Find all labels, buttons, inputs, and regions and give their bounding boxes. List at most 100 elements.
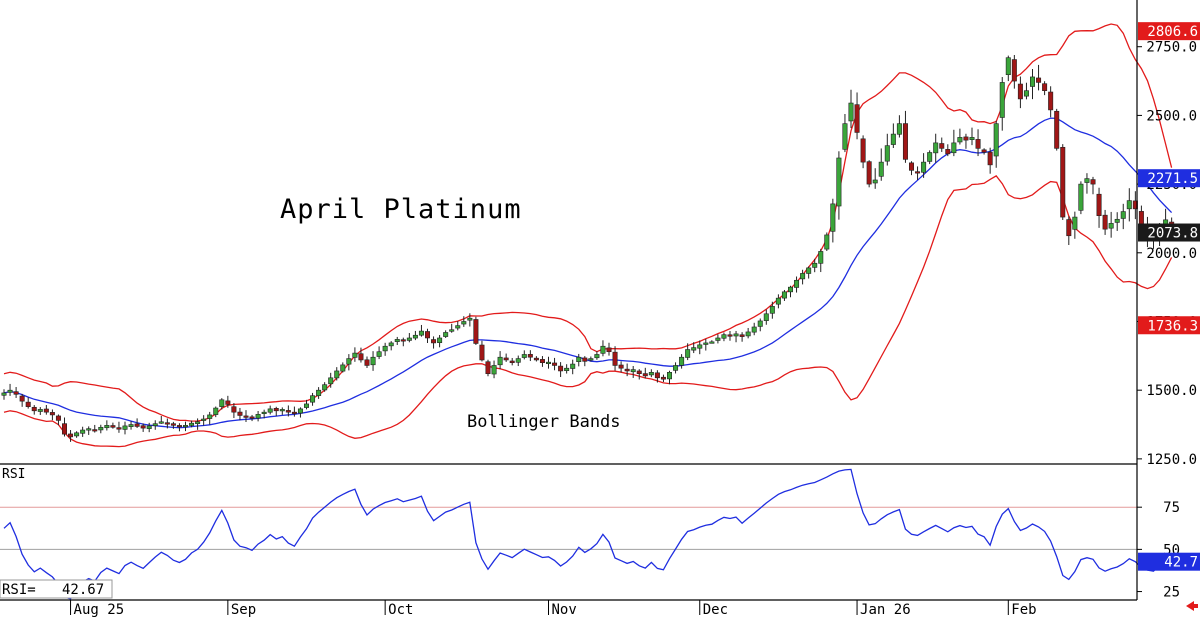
candle-body (80, 429, 86, 434)
candle-body (1066, 219, 1072, 237)
candle-body (1102, 214, 1108, 230)
candle-body (842, 123, 848, 150)
candle (1042, 81, 1048, 96)
price-marker-box (1138, 223, 1200, 242)
candle-body (890, 133, 896, 145)
scroll-arrow-icon[interactable] (1186, 601, 1198, 611)
x-tick-label: Nov (552, 602, 577, 618)
candle-body (721, 334, 727, 339)
rsi-line (3, 468, 1172, 600)
candle (558, 362, 564, 378)
candle-body (297, 408, 303, 414)
candle (509, 357, 515, 366)
candle (539, 356, 545, 367)
candle-body (745, 331, 751, 337)
candle (588, 356, 594, 362)
candle (164, 418, 170, 429)
candle (1060, 144, 1066, 220)
candle-body (521, 354, 527, 358)
candle (830, 198, 836, 243)
rsi-marker-label: 42.7 (1164, 555, 1198, 571)
candle (969, 127, 975, 146)
candle (533, 356, 539, 362)
candle (255, 410, 261, 422)
candle-body (794, 279, 800, 288)
candle (812, 258, 818, 273)
candle (800, 269, 806, 285)
candle-body (975, 139, 981, 149)
candle-body (25, 401, 31, 407)
candle-body (461, 321, 467, 325)
candle-body (291, 411, 297, 414)
candle (552, 357, 558, 371)
candle-body (945, 149, 951, 155)
candle-body (618, 364, 624, 369)
candle-body (255, 414, 261, 419)
candle-body (243, 415, 249, 418)
candle-body (921, 161, 927, 173)
y-tick-label: 1500.0 (1146, 383, 1197, 399)
candle (231, 403, 237, 419)
candle (1023, 82, 1029, 100)
rsi-marker: 42.7 (1138, 552, 1200, 571)
candle (721, 332, 727, 342)
candle (467, 313, 473, 327)
candle-body (382, 345, 388, 352)
candle (751, 322, 757, 336)
candle-body (310, 395, 316, 403)
candle-body (860, 138, 866, 163)
candle (1078, 181, 1084, 215)
candle-body (769, 306, 775, 314)
y-tick-label: 2000.0 (1146, 246, 1197, 262)
candle-body (703, 342, 709, 345)
candle-body (509, 360, 515, 364)
candle (485, 359, 491, 377)
candle (527, 350, 533, 362)
candle-body (443, 332, 449, 337)
candle (1030, 69, 1036, 100)
candle-body (37, 409, 43, 412)
candle (352, 347, 358, 362)
candle (794, 276, 800, 293)
candle (866, 160, 872, 188)
candle-body (757, 320, 763, 327)
candle (769, 301, 775, 319)
candle (933, 133, 939, 163)
candle-body (328, 377, 334, 385)
candle-body (939, 143, 945, 149)
candle (249, 414, 255, 422)
candle-body (1023, 90, 1029, 97)
candle (86, 426, 92, 435)
candle-body (503, 357, 509, 361)
candle (872, 168, 878, 189)
candle (61, 417, 67, 437)
candle (431, 336, 437, 349)
x-tick-label: Dec (703, 602, 728, 618)
y-tick-label: 1250.0 (1146, 452, 1197, 468)
candle-body (806, 267, 812, 274)
candle (957, 128, 963, 145)
candle-body (352, 352, 358, 358)
candle-body (189, 422, 195, 426)
bollinger-annotation: Bollinger Bands (467, 412, 621, 432)
candle-body (576, 356, 582, 363)
candle (207, 411, 213, 425)
candle (406, 333, 412, 343)
candle-body (485, 361, 491, 374)
candle-body (74, 432, 80, 437)
candle-body (612, 351, 618, 366)
candle (237, 407, 243, 421)
candle (1011, 54, 1017, 89)
candle-body (1114, 218, 1120, 223)
candle-body (431, 339, 437, 344)
price-marker-box (1138, 169, 1200, 188)
candle-body (1048, 91, 1054, 111)
candle-body (1030, 76, 1036, 87)
candle-body (915, 171, 921, 174)
candle-body (727, 334, 733, 337)
candle (424, 328, 430, 344)
candle (1005, 55, 1011, 82)
candle-body (902, 123, 908, 160)
candle (993, 120, 999, 168)
candle (394, 336, 400, 345)
